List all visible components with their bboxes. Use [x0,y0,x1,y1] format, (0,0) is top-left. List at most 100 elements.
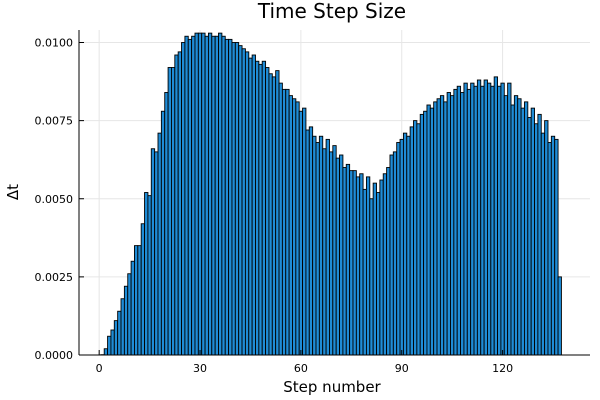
bar-22 [171,67,176,356]
bar-122 [507,82,512,356]
bar-115 [483,79,488,356]
bar-26 [184,35,189,356]
x-tick-label-0: 0 [96,362,103,375]
bar-133 [544,120,549,356]
bar-84 [379,179,384,356]
bar-125 [517,98,522,356]
bar-101 [436,98,441,356]
bar-116 [487,82,492,356]
bar-99 [429,107,435,356]
bar-132 [540,132,546,356]
bar-136 [554,138,559,356]
bar-112 [473,85,478,356]
bar-34 [211,35,216,356]
bar-36 [218,32,223,356]
bar-7 [120,298,125,356]
bar-23 [174,54,179,356]
bar-102 [439,95,445,356]
bar-28 [191,35,196,356]
bar-74 [345,163,351,356]
bar-9 [127,273,132,356]
bar-75 [349,170,354,356]
bar-77 [355,176,361,356]
bar-79 [362,188,367,356]
bar-117 [490,85,495,356]
bar-3 [107,335,112,356]
bar-110 [466,88,472,356]
bar-83 [376,192,381,356]
bar-21 [167,67,172,356]
bar-29 [194,32,199,356]
bar-38 [224,38,230,356]
bar-91 [402,132,408,356]
bar-113 [476,79,482,356]
bar-54 [278,82,283,356]
bar-70 [332,145,337,356]
bar-129 [530,107,535,356]
bar-111 [470,82,475,356]
bar-66 [318,135,324,356]
axes [78,30,590,356]
bar-80 [365,176,371,356]
bar-123 [510,104,515,356]
bar-90 [399,138,404,356]
y-tick-label-0: 0.0000 [35,349,74,362]
bar-8 [123,285,129,356]
bar-11 [134,245,139,356]
bar-51 [268,73,273,356]
x-tick-label-4: 120 [492,362,513,375]
bar-53 [275,70,280,356]
bar-68 [325,138,330,356]
bar-108 [460,92,465,356]
bar-85 [382,173,388,356]
bar-42 [238,45,243,356]
bar-94 [413,120,418,356]
bar-13 [140,223,146,356]
bar-118 [493,76,498,356]
bar-106 [453,88,458,356]
y-tick-label-2: 0.0050 [35,193,74,206]
bar-127 [523,101,529,356]
bar-44 [244,51,250,356]
bar-56 [285,88,290,356]
bar-43 [241,48,246,356]
bar-16 [150,148,156,356]
bar-4 [110,329,115,356]
bar-25 [181,42,186,356]
bar-62 [305,129,310,356]
bar-114 [480,85,485,356]
x-tick-label-2: 60 [294,362,308,375]
bar-30 [197,32,203,356]
bar-46 [251,54,256,356]
bar-45 [248,57,253,356]
x-tick-label-1: 30 [193,362,207,375]
bar-124 [513,95,519,356]
bar-52 [271,76,277,356]
bar-137 [557,276,562,356]
bar-39 [228,38,233,356]
bar-58 [292,98,297,356]
bar-18 [157,132,162,356]
bar-32 [204,35,209,356]
bar-128 [527,117,532,356]
bar-95 [416,123,421,356]
ticks: 0 30 60 90 120 0.0000 0.0025 0.0050 0.0075 0.0100 [35,37,514,376]
bar-55 [281,88,287,356]
bar-60 [298,110,304,356]
bar-92 [406,135,411,356]
bar-134 [547,142,552,356]
bar-64 [312,135,317,356]
bar-49 [261,60,267,356]
bar-121 [503,95,509,356]
bar-119 [497,85,502,356]
bar-86 [386,167,391,356]
bar-120 [500,82,505,356]
bar-41 [234,42,240,356]
bar-104 [446,92,451,356]
bar-63 [308,126,314,356]
bar-78 [359,173,364,356]
bar-6 [117,310,122,356]
bar-19 [160,110,166,356]
bar-81 [369,198,374,356]
